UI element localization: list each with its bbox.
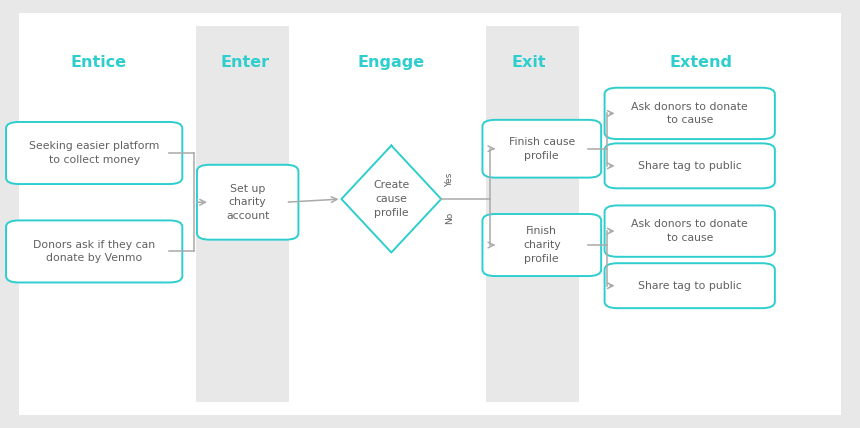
- FancyBboxPatch shape: [605, 263, 775, 308]
- FancyBboxPatch shape: [482, 214, 601, 276]
- FancyBboxPatch shape: [605, 205, 775, 257]
- Text: Ask donors to donate
to cause: Ask donors to donate to cause: [631, 101, 748, 125]
- FancyBboxPatch shape: [6, 122, 182, 184]
- Polygon shape: [341, 146, 441, 253]
- FancyBboxPatch shape: [605, 88, 775, 139]
- Text: Create
cause
profile: Create cause profile: [373, 181, 409, 217]
- Text: Enter: Enter: [220, 54, 270, 70]
- Text: Donors ask if they can
donate by Venmo: Donors ask if they can donate by Venmo: [33, 240, 156, 263]
- Text: No: No: [445, 212, 454, 224]
- Text: Yes: Yes: [445, 172, 454, 187]
- Text: Ask donors to donate
to cause: Ask donors to donate to cause: [631, 219, 748, 243]
- FancyBboxPatch shape: [19, 13, 841, 415]
- Text: Share tag to public: Share tag to public: [638, 281, 741, 291]
- Text: Set up
charity
account: Set up charity account: [226, 184, 269, 221]
- Text: Exit: Exit: [512, 54, 546, 70]
- Text: Entice: Entice: [71, 54, 127, 70]
- FancyBboxPatch shape: [6, 220, 182, 282]
- Text: Finish cause
profile: Finish cause profile: [508, 137, 575, 160]
- FancyBboxPatch shape: [482, 120, 601, 178]
- Text: Extend: Extend: [669, 54, 733, 70]
- Text: Seeking easier platform
to collect money: Seeking easier platform to collect money: [29, 141, 159, 165]
- FancyBboxPatch shape: [196, 26, 289, 402]
- FancyBboxPatch shape: [197, 165, 298, 240]
- FancyBboxPatch shape: [486, 26, 579, 402]
- Text: Finish
charity
profile: Finish charity profile: [523, 226, 561, 264]
- FancyBboxPatch shape: [605, 143, 775, 188]
- Text: Engage: Engage: [358, 54, 425, 70]
- Text: Share tag to public: Share tag to public: [638, 161, 741, 171]
